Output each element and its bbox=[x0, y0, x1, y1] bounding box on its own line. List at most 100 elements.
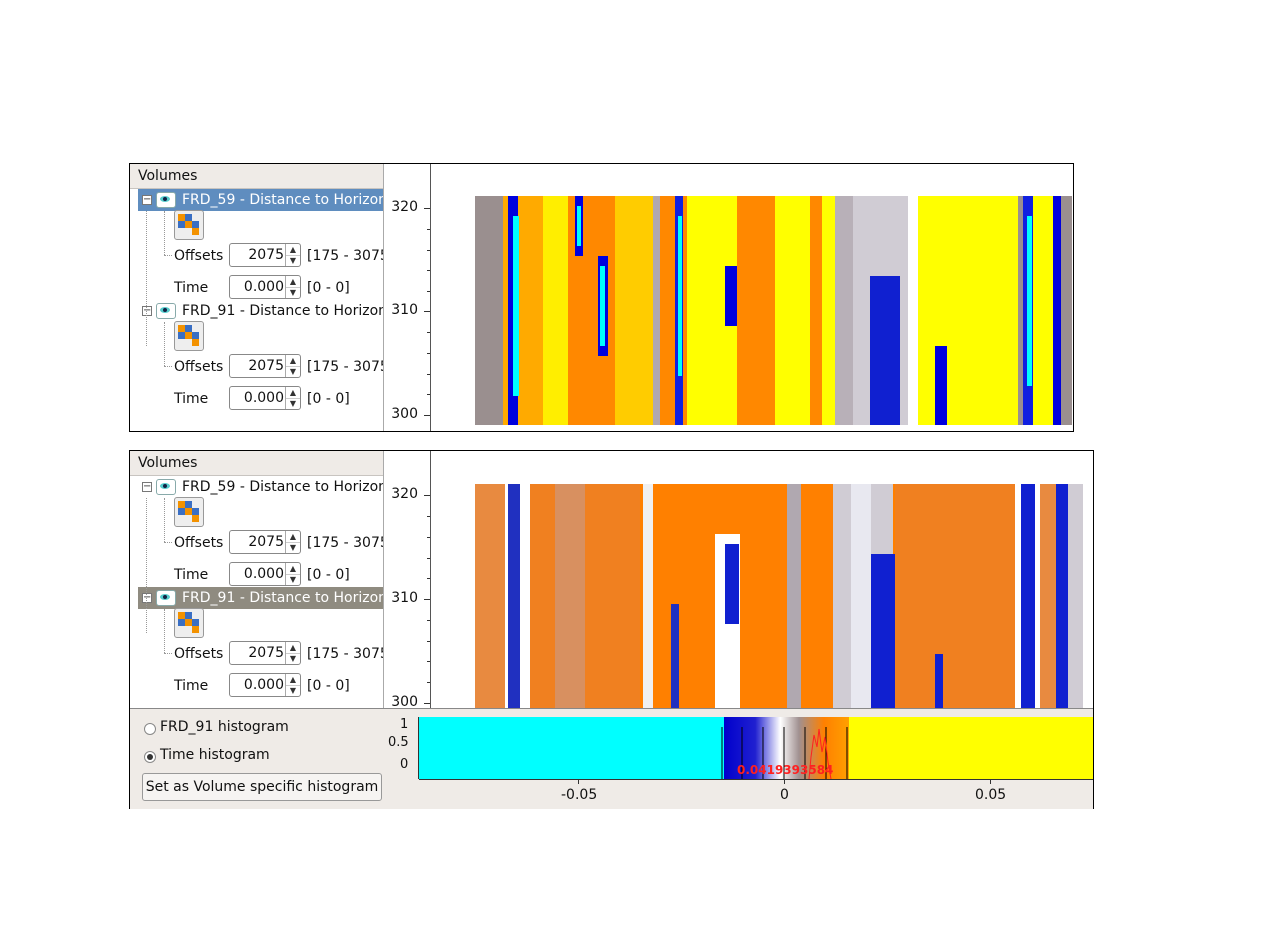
offsets-range: [175 - 3075 bbox=[307, 646, 384, 662]
time-value[interactable]: 0.000 bbox=[243, 566, 284, 582]
tree-connector bbox=[164, 255, 172, 256]
radio-time-histogram[interactable] bbox=[144, 751, 156, 763]
radio-time-histogram-label[interactable]: Time histogram bbox=[160, 747, 270, 763]
time-row: Time 0.000 ▲ ▼ [0 - 0] bbox=[130, 275, 383, 299]
offsets-range: [175 - 3075 bbox=[307, 535, 384, 551]
offsets-range: [175 - 3075 bbox=[307, 359, 384, 375]
volumes-tree[interactable]: Volumes − FRD_59 - Distance to Horizon O… bbox=[130, 451, 384, 708]
time-row: Time 0.000 ▲ ▼ [0 - 0] bbox=[130, 673, 383, 697]
volume-render-icon[interactable] bbox=[174, 210, 204, 240]
collapse-icon[interactable]: − bbox=[142, 481, 152, 492]
tree-connector bbox=[164, 609, 165, 653]
spin-up-icon[interactable]: ▲ bbox=[285, 563, 300, 575]
tree-connector bbox=[164, 542, 172, 543]
eye-icon[interactable] bbox=[156, 192, 176, 208]
radio-volume-histogram-label[interactable]: FRD_91 histogram bbox=[160, 719, 289, 735]
time-row: Time 0.000 ▲ ▼ [0 - 0] bbox=[130, 562, 383, 586]
offsets-row: Offsets 2075 ▲ ▼ [175 - 3075 bbox=[130, 243, 384, 267]
y-tick-label: 300 bbox=[391, 694, 418, 710]
hist-x-tick: -0.05 bbox=[561, 787, 598, 803]
collapse-icon[interactable]: − bbox=[142, 194, 152, 205]
time-value[interactable]: 0.000 bbox=[243, 390, 284, 406]
time-value[interactable]: 0.000 bbox=[243, 279, 284, 295]
offsets-range: [175 - 3075 bbox=[307, 248, 384, 264]
volume-label: FRD_59 - Distance to Horizon bbox=[182, 192, 384, 208]
collapse-icon[interactable]: − bbox=[142, 305, 152, 316]
viewer-panel-bottom: Volumes − FRD_59 - Distance to Horizon O… bbox=[129, 450, 1094, 809]
spin-up-icon[interactable]: ▲ bbox=[285, 387, 300, 399]
spin-up-icon[interactable]: ▲ bbox=[285, 642, 300, 654]
tree-connector bbox=[164, 498, 165, 542]
offsets-label: Offsets bbox=[174, 359, 224, 375]
time-label: Time bbox=[174, 391, 209, 407]
hist-y-tick: 0 bbox=[400, 757, 409, 772]
hist-y-axis bbox=[418, 717, 419, 779]
y-tick-label: 310 bbox=[391, 302, 418, 318]
time-axis: 320 310 300 bbox=[384, 164, 431, 431]
time-label: Time bbox=[174, 567, 209, 583]
y-tick-label: 300 bbox=[391, 406, 418, 422]
volume-render-icon[interactable] bbox=[174, 497, 204, 527]
time-spinbox[interactable]: 0.000 ▲ ▼ bbox=[229, 562, 301, 586]
collapse-icon[interactable]: − bbox=[142, 592, 152, 603]
spin-up-icon[interactable]: ▲ bbox=[285, 276, 300, 288]
offsets-value[interactable]: 2075 bbox=[248, 534, 284, 550]
tree-item-volume-frd91[interactable]: − FRD_91 - Distance to Horizon bbox=[138, 300, 383, 322]
offsets-label: Offsets bbox=[174, 535, 224, 551]
hist-y-tick: 1 bbox=[400, 717, 409, 732]
tree-header-volumes[interactable]: Volumes bbox=[130, 164, 383, 189]
spin-up-icon[interactable]: ▲ bbox=[285, 531, 300, 543]
tree-connector bbox=[164, 366, 172, 367]
spin-down-icon[interactable]: ▼ bbox=[285, 542, 300, 553]
time-label: Time bbox=[174, 678, 209, 694]
tree-connector bbox=[164, 211, 165, 255]
spin-up-icon[interactable]: ▲ bbox=[285, 355, 300, 367]
tree-header-volumes[interactable]: Volumes bbox=[130, 451, 383, 476]
spin-down-icon[interactable]: ▼ bbox=[285, 255, 300, 266]
spin-down-icon[interactable]: ▼ bbox=[285, 366, 300, 377]
volume-render-icon[interactable] bbox=[174, 321, 204, 351]
seismic-section-bottom[interactable] bbox=[475, 484, 1083, 708]
time-value[interactable]: 0.000 bbox=[243, 677, 284, 693]
offsets-label: Offsets bbox=[174, 646, 224, 662]
hist-x-axis bbox=[419, 779, 1093, 780]
offsets-value[interactable]: 2075 bbox=[248, 247, 284, 263]
offsets-row: Offsets 2075 ▲ ▼ [175 - 3075 bbox=[130, 530, 384, 554]
spin-down-icon[interactable]: ▼ bbox=[285, 287, 300, 298]
eye-icon[interactable] bbox=[156, 479, 176, 495]
offsets-spinbox[interactable]: 2075 ▲ ▼ bbox=[229, 243, 301, 267]
spin-up-icon[interactable]: ▲ bbox=[285, 674, 300, 686]
time-spinbox[interactable]: 0.000 ▲ ▼ bbox=[229, 275, 301, 299]
spin-down-icon[interactable]: ▼ bbox=[285, 685, 300, 696]
spin-down-icon[interactable]: ▼ bbox=[285, 574, 300, 585]
offsets-row: Offsets 2075 ▲ ▼ [175 - 3075 bbox=[130, 641, 384, 665]
tree-connector bbox=[146, 211, 147, 346]
volumes-tree[interactable]: Volumes − FRD_59 - Distance to Horizon O… bbox=[130, 164, 384, 431]
offsets-spinbox[interactable]: 2075 ▲ ▼ bbox=[229, 641, 301, 665]
hist-y-tick: 0.5 bbox=[388, 735, 409, 750]
time-spinbox[interactable]: 0.000 ▲ ▼ bbox=[229, 673, 301, 697]
spin-up-icon[interactable]: ▲ bbox=[285, 244, 300, 256]
tree-item-volume-frd59[interactable]: − FRD_59 - Distance to Horizon bbox=[138, 189, 383, 211]
offsets-spinbox[interactable]: 2075 ▲ ▼ bbox=[229, 530, 301, 554]
tree-connector bbox=[146, 498, 147, 633]
spin-down-icon[interactable]: ▼ bbox=[285, 653, 300, 664]
colorbar-histogram[interactable]: 0.0419393584 bbox=[419, 717, 1093, 779]
tree-item-volume-frd91[interactable]: − FRD_91 - Distance to Horizon bbox=[138, 587, 383, 609]
offsets-value[interactable]: 2075 bbox=[248, 645, 284, 661]
hist-x-tick: 0.05 bbox=[975, 787, 1007, 803]
eye-icon[interactable] bbox=[156, 303, 176, 319]
set-volume-histogram-button[interactable]: Set as Volume specific histogram bbox=[142, 773, 382, 801]
time-spinbox[interactable]: 0.000 ▲ ▼ bbox=[229, 386, 301, 410]
offsets-value[interactable]: 2075 bbox=[248, 358, 284, 374]
time-axis: 320 310 300 bbox=[384, 451, 431, 710]
volume-render-icon[interactable] bbox=[174, 608, 204, 638]
spin-down-icon[interactable]: ▼ bbox=[285, 398, 300, 409]
hist-x-tick: 0 bbox=[780, 787, 789, 803]
time-range: [0 - 0] bbox=[307, 391, 350, 407]
radio-volume-histogram[interactable] bbox=[144, 723, 156, 735]
seismic-section-top[interactable] bbox=[475, 196, 1072, 425]
offsets-spinbox[interactable]: 2075 ▲ ▼ bbox=[229, 354, 301, 378]
tree-item-volume-frd59[interactable]: − FRD_59 - Distance to Horizon bbox=[138, 476, 383, 498]
eye-icon[interactable] bbox=[156, 590, 176, 606]
